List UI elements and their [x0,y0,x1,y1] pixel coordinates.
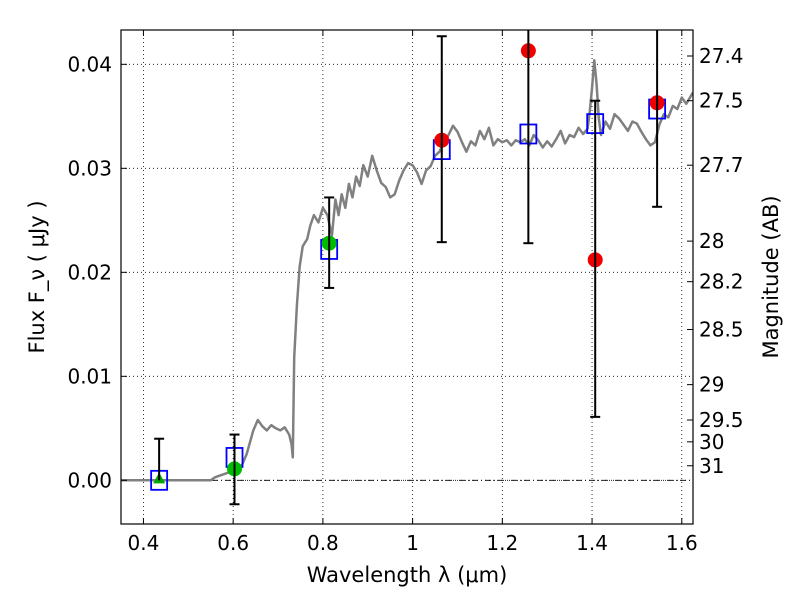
x-tick-label: 1.2 [486,531,518,555]
y-tick-label: 0.03 [67,156,112,180]
x-tick-label: 1.4 [576,531,608,555]
y-tick-label: 0.02 [67,260,112,284]
x-axis-label: Wavelength λ (μm) [307,563,508,587]
x-tick-label: 1.6 [666,531,698,555]
mag-tick-label: 27.7 [699,153,744,177]
mag-tick-label: 29 [699,373,724,397]
plot-frame [120,29,694,525]
y-axis-label-left: Flux F_ν ( μJy ) [25,200,50,353]
mag-tick-label: 27.5 [699,89,744,113]
y-tick-label: 0.01 [67,364,112,388]
mag-tick-label: 29.5 [699,408,744,432]
x-tick-label: 1 [406,531,419,555]
axes: 0.4 0.6 0.8 1 1.2 1.4 1.6 0.00 0.01 0.02 0.03 0.04 2… [67,30,744,555]
mag-tick-label: 28.2 [699,270,744,294]
y-tick-label: 0.00 [67,468,112,492]
grid-lines [121,30,693,524]
y-tick-label: 0.04 [67,52,112,76]
error-bars [154,30,663,506]
mag-tick-label: 30 [699,430,724,454]
mag-tick-label: 27.4 [699,44,744,68]
sed-model-line [121,58,693,482]
x-tick-label: 0.8 [307,531,339,555]
y-axis-label-right: Magnitude (AB) [759,195,783,358]
mag-tick-label: 28 [699,229,724,253]
mag-tick-label: 28.5 [699,318,744,342]
plot-area [121,43,693,491]
mag-tick-label: 31 [699,454,724,478]
x-tick-label: 0.6 [217,531,249,555]
x-tick-label: 0.4 [128,531,160,555]
